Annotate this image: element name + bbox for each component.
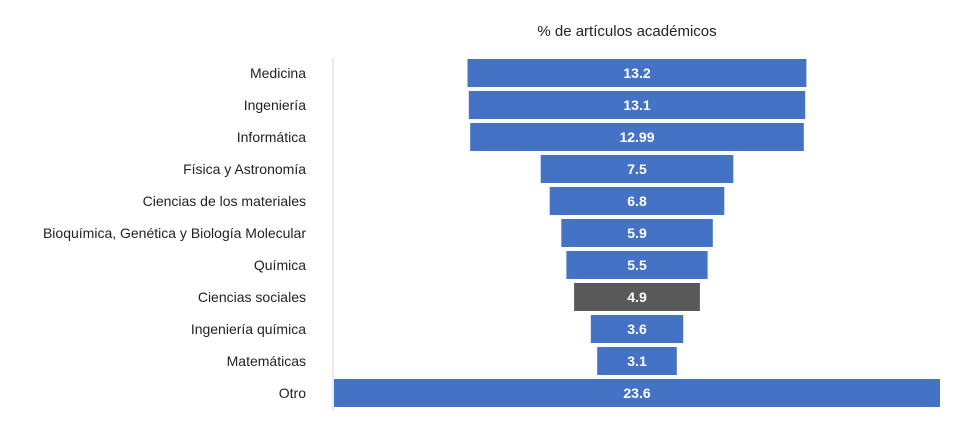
category-label-2: Informática (237, 129, 306, 145)
bar-10 (334, 379, 940, 407)
value-label-6: 5.5 (627, 257, 647, 273)
bar-6 (566, 251, 708, 279)
bar-1 (468, 91, 806, 119)
bar-0 (467, 59, 807, 87)
category-label-8: Ingeniería química (191, 321, 306, 337)
bar-9 (597, 347, 677, 375)
category-label-4: Ciencias de los materiales (143, 193, 306, 209)
value-label-8: 3.6 (627, 321, 647, 337)
bar-7 (574, 283, 700, 311)
category-label-1: Ingeniería (244, 97, 306, 113)
bar-2 (470, 123, 804, 151)
bar-3 (540, 155, 734, 183)
value-label-1: 13.1 (623, 97, 650, 113)
value-label-5: 5.9 (627, 225, 647, 241)
bar-8 (590, 315, 684, 343)
value-label-4: 6.8 (627, 193, 647, 209)
value-label-0: 13.2 (623, 65, 650, 81)
chart-title: % de artículos académicos (537, 23, 716, 40)
category-label-5: Bioquímica, Genética y Biología Molecula… (43, 225, 306, 241)
category-label-10: Otro (279, 385, 306, 401)
category-label-3: Física y Astronomía (183, 161, 306, 177)
category-label-6: Química (254, 257, 306, 273)
category-label-9: Matemáticas (227, 353, 306, 369)
category-labels-group: Medicina Ingeniería Informática Física y As… (43, 65, 306, 401)
value-labels-group: 13.2 13.1 12.99 7.5 6.8 5.9 5.5 4.9 3.6 3.1 23.6 (619, 65, 654, 401)
category-label-7: Ciencias sociales (198, 289, 306, 305)
value-label-3: 7.5 (627, 161, 647, 177)
bars-group (334, 59, 940, 407)
bar-5 (561, 219, 713, 247)
value-label-10: 23.6 (623, 385, 650, 401)
value-label-2: 12.99 (619, 129, 654, 145)
value-label-7: 4.9 (627, 289, 647, 305)
value-label-9: 3.1 (627, 353, 647, 369)
bar-4 (549, 187, 725, 215)
category-label-0: Medicina (250, 65, 306, 81)
